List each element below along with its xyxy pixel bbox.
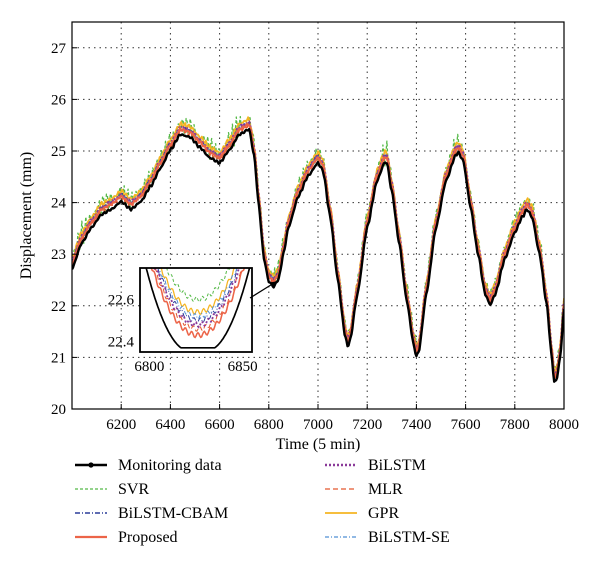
x-tick-label: 7400 [401,417,431,433]
legend-item-gpr: GPR [325,505,399,522]
axes: 6200 6400 6600 6800 7000 7200 7400 7600 7800 8000… [18,21,579,453]
y-tick-label: 22 [51,299,66,315]
inset-x-tick-label: 6850 [228,359,258,375]
x-tick-label: 8000 [549,417,579,433]
y-tick-label: 27 [51,41,67,57]
legend-label: SVR [118,481,149,498]
y-tick-label: 26 [51,92,67,108]
legend-item-svr: SVR [75,481,149,498]
x-tick-label: 7200 [352,417,382,433]
x-tick-label: 7600 [451,417,481,433]
series-line-bilstm-cbam [72,120,564,377]
inset-line-bilstm [154,268,241,329]
legend-item-proposed: Proposed [75,529,178,546]
legend-item-monitoring-data: Monitoring data [75,457,222,474]
inset-frame [139,267,253,353]
y-tick-label: 21 [51,350,66,366]
y-tick-label: 20 [51,402,66,418]
legend-label: Monitoring data [118,457,222,474]
y-tick-label: 24 [51,196,67,212]
inset-line-proposed [150,268,246,339]
legend-item-bilstm-cbam: BiLSTM-CBAM [75,505,228,522]
legend-label: BiLSTM-SE [368,529,450,546]
x-tick-label: 6200 [106,417,136,433]
legend-marker [88,462,94,468]
y-axis-label: Displacement (mm) [18,152,35,280]
x-tick-label: 7800 [500,417,530,433]
inset-y-tick-label: 22.4 [108,335,135,351]
inset-y-tick-label: 22.6 [108,293,135,309]
x-axis-label: Time (5 min) [276,436,361,453]
inset-line-monitoring-data [145,268,251,349]
x-tick-label: 6400 [155,417,185,433]
y-tick-label: 25 [51,144,66,160]
inset-x-tick-label: 6800 [134,359,164,375]
legend-label: GPR [368,505,399,522]
legend: Monitoring data SVR BiLSTM-CBAM Proposed BiL… [75,457,450,546]
series-line-monitoring-data [72,127,564,383]
legend-item-bilstm: BiLSTM [325,457,426,474]
inset-arrowhead [269,281,277,288]
inset-line-gpr [160,268,235,316]
legend-label: BiLSTM-CBAM [118,505,228,522]
x-tick-label: 7000 [303,417,333,433]
legend-item-mlr: MLR [325,481,403,498]
inset-line-mlr [153,268,242,332]
x-tick-label: 6600 [205,417,235,433]
legend-label: Proposed [118,529,178,546]
legend-label: MLR [368,481,403,498]
legend-label: BiLSTM [368,457,426,474]
main-plot [72,22,564,409]
x-tick-label: 6800 [254,417,284,433]
inset-plot: 6800 6850 22.4 22.6 [108,267,277,375]
y-tick-label: 23 [51,247,66,263]
legend-item-bilstm-se: BiLSTM-SE [325,529,450,546]
